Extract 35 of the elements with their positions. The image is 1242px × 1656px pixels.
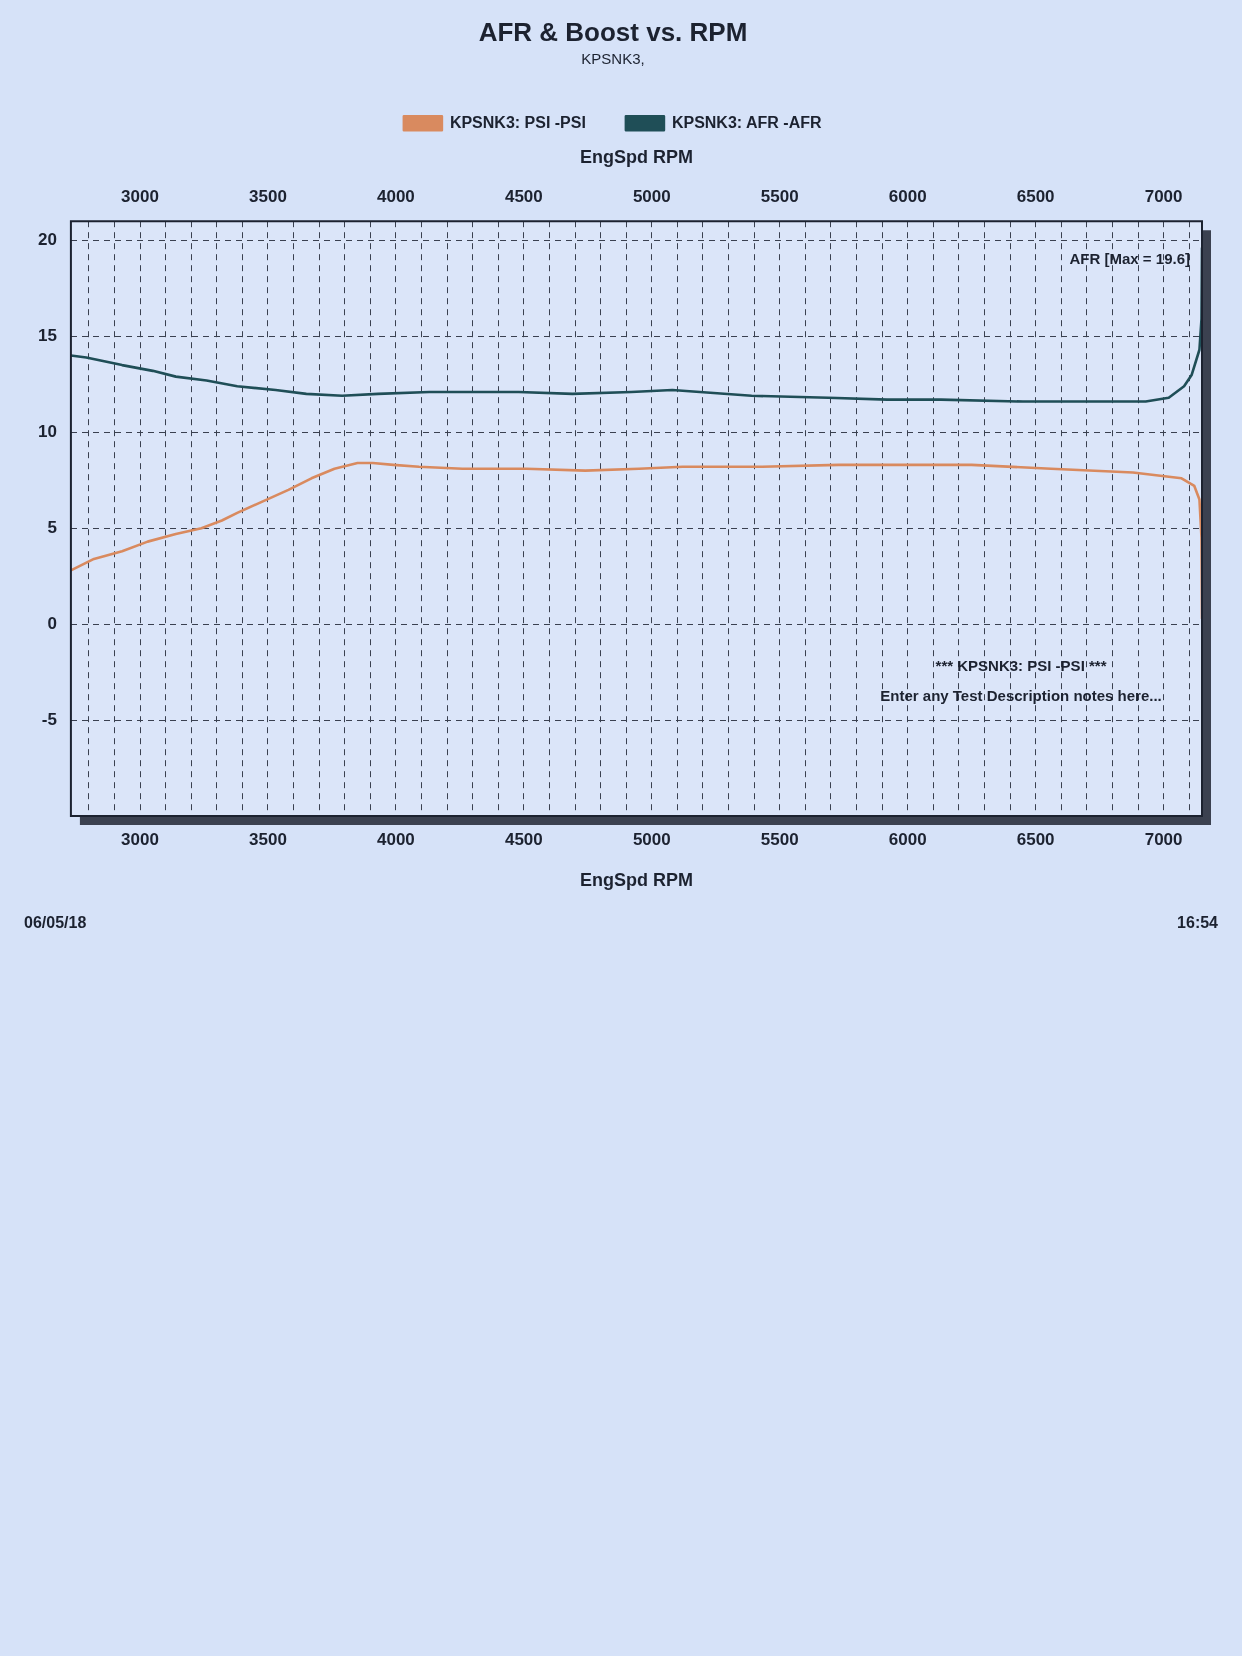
x2-tick-label: 6500: [1016, 186, 1055, 206]
x2-tick-label: 3000: [121, 186, 159, 206]
legend-label: KPSNK3: PSI -PSI: [449, 113, 586, 131]
x-tick-label: 3500: [249, 829, 287, 849]
x2-tick-label: 4000: [376, 186, 415, 206]
x-tick-label: 3000: [121, 829, 159, 849]
annotation: *** KPSNK3: PSI -PSI ***: [935, 657, 1107, 675]
x-tick-label: 5500: [760, 829, 799, 849]
annotation: Enter any Test Description notes here...: [880, 687, 1162, 705]
x-tick-label: 7000: [1144, 829, 1183, 849]
annotation: AFR [Max = 19.6]: [1069, 249, 1190, 267]
text: 06/05/18: [24, 914, 87, 932]
x2-tick-label: 4500: [504, 186, 543, 206]
x-axis-title: EngSpd RPM: [579, 870, 693, 891]
y-tick-label: 10: [37, 421, 57, 441]
x2-tick-label: 6000: [888, 186, 927, 206]
x-tick-label: 6000: [888, 829, 927, 849]
y-tick-label: -5: [41, 709, 57, 729]
x2-tick-label: 7000: [1144, 186, 1183, 206]
chart-subtitle: KPSNK3,: [581, 50, 645, 68]
y-tick-label: 15: [37, 326, 57, 346]
x-tick-label: 6500: [1016, 829, 1055, 849]
y-tick-label: 5: [47, 517, 57, 537]
y-tick-label: 0: [47, 613, 57, 633]
x2-axis-title: EngSpd RPM: [579, 146, 693, 167]
x-tick-label: 4000: [376, 829, 415, 849]
legend-label: KPSNK3: AFR -AFR: [671, 113, 822, 131]
x-tick-label: 4500: [504, 829, 543, 849]
x2-tick-label: 5000: [632, 186, 671, 206]
chart-title: AFR & Boost vs. RPM: [478, 16, 748, 47]
x2-tick-label: 5500: [760, 186, 799, 206]
x2-tick-label: 3500: [249, 186, 287, 206]
text: 16:54: [1177, 914, 1219, 932]
x-tick-label: 5000: [632, 829, 671, 849]
y-tick-label: 20: [37, 230, 57, 250]
